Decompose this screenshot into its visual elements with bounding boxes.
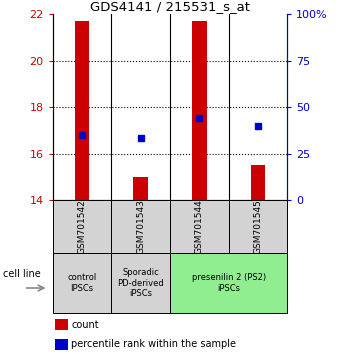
FancyBboxPatch shape [112, 200, 170, 253]
Text: GSM701545: GSM701545 [254, 199, 262, 254]
Bar [55, 319, 68, 330]
FancyBboxPatch shape [112, 253, 170, 313]
Bar [251, 165, 265, 200]
Text: presenilin 2 (PS2)
iPSCs: presenilin 2 (PS2) iPSCs [191, 274, 266, 293]
Bar [75, 21, 89, 200]
FancyBboxPatch shape [53, 253, 112, 313]
Text: Sporadic
PD-derived
iPSCs: Sporadic PD-derived iPSCs [117, 268, 164, 298]
Text: count: count [71, 320, 99, 330]
Text: GSM701542: GSM701542 [78, 199, 86, 254]
Title: GDS4141 / 215531_s_at: GDS4141 / 215531_s_at [90, 0, 250, 13]
Bar [133, 177, 148, 200]
FancyBboxPatch shape [170, 200, 228, 253]
Text: cell line: cell line [3, 269, 41, 279]
Text: GSM701543: GSM701543 [136, 199, 145, 254]
FancyBboxPatch shape [228, 200, 287, 253]
FancyBboxPatch shape [53, 200, 112, 253]
Text: GSM701544: GSM701544 [195, 199, 204, 254]
Text: percentile rank within the sample: percentile rank within the sample [71, 339, 236, 349]
Text: control
IPSCs: control IPSCs [67, 274, 97, 293]
Bar [55, 338, 68, 350]
Bar [192, 21, 207, 200]
FancyBboxPatch shape [170, 253, 287, 313]
